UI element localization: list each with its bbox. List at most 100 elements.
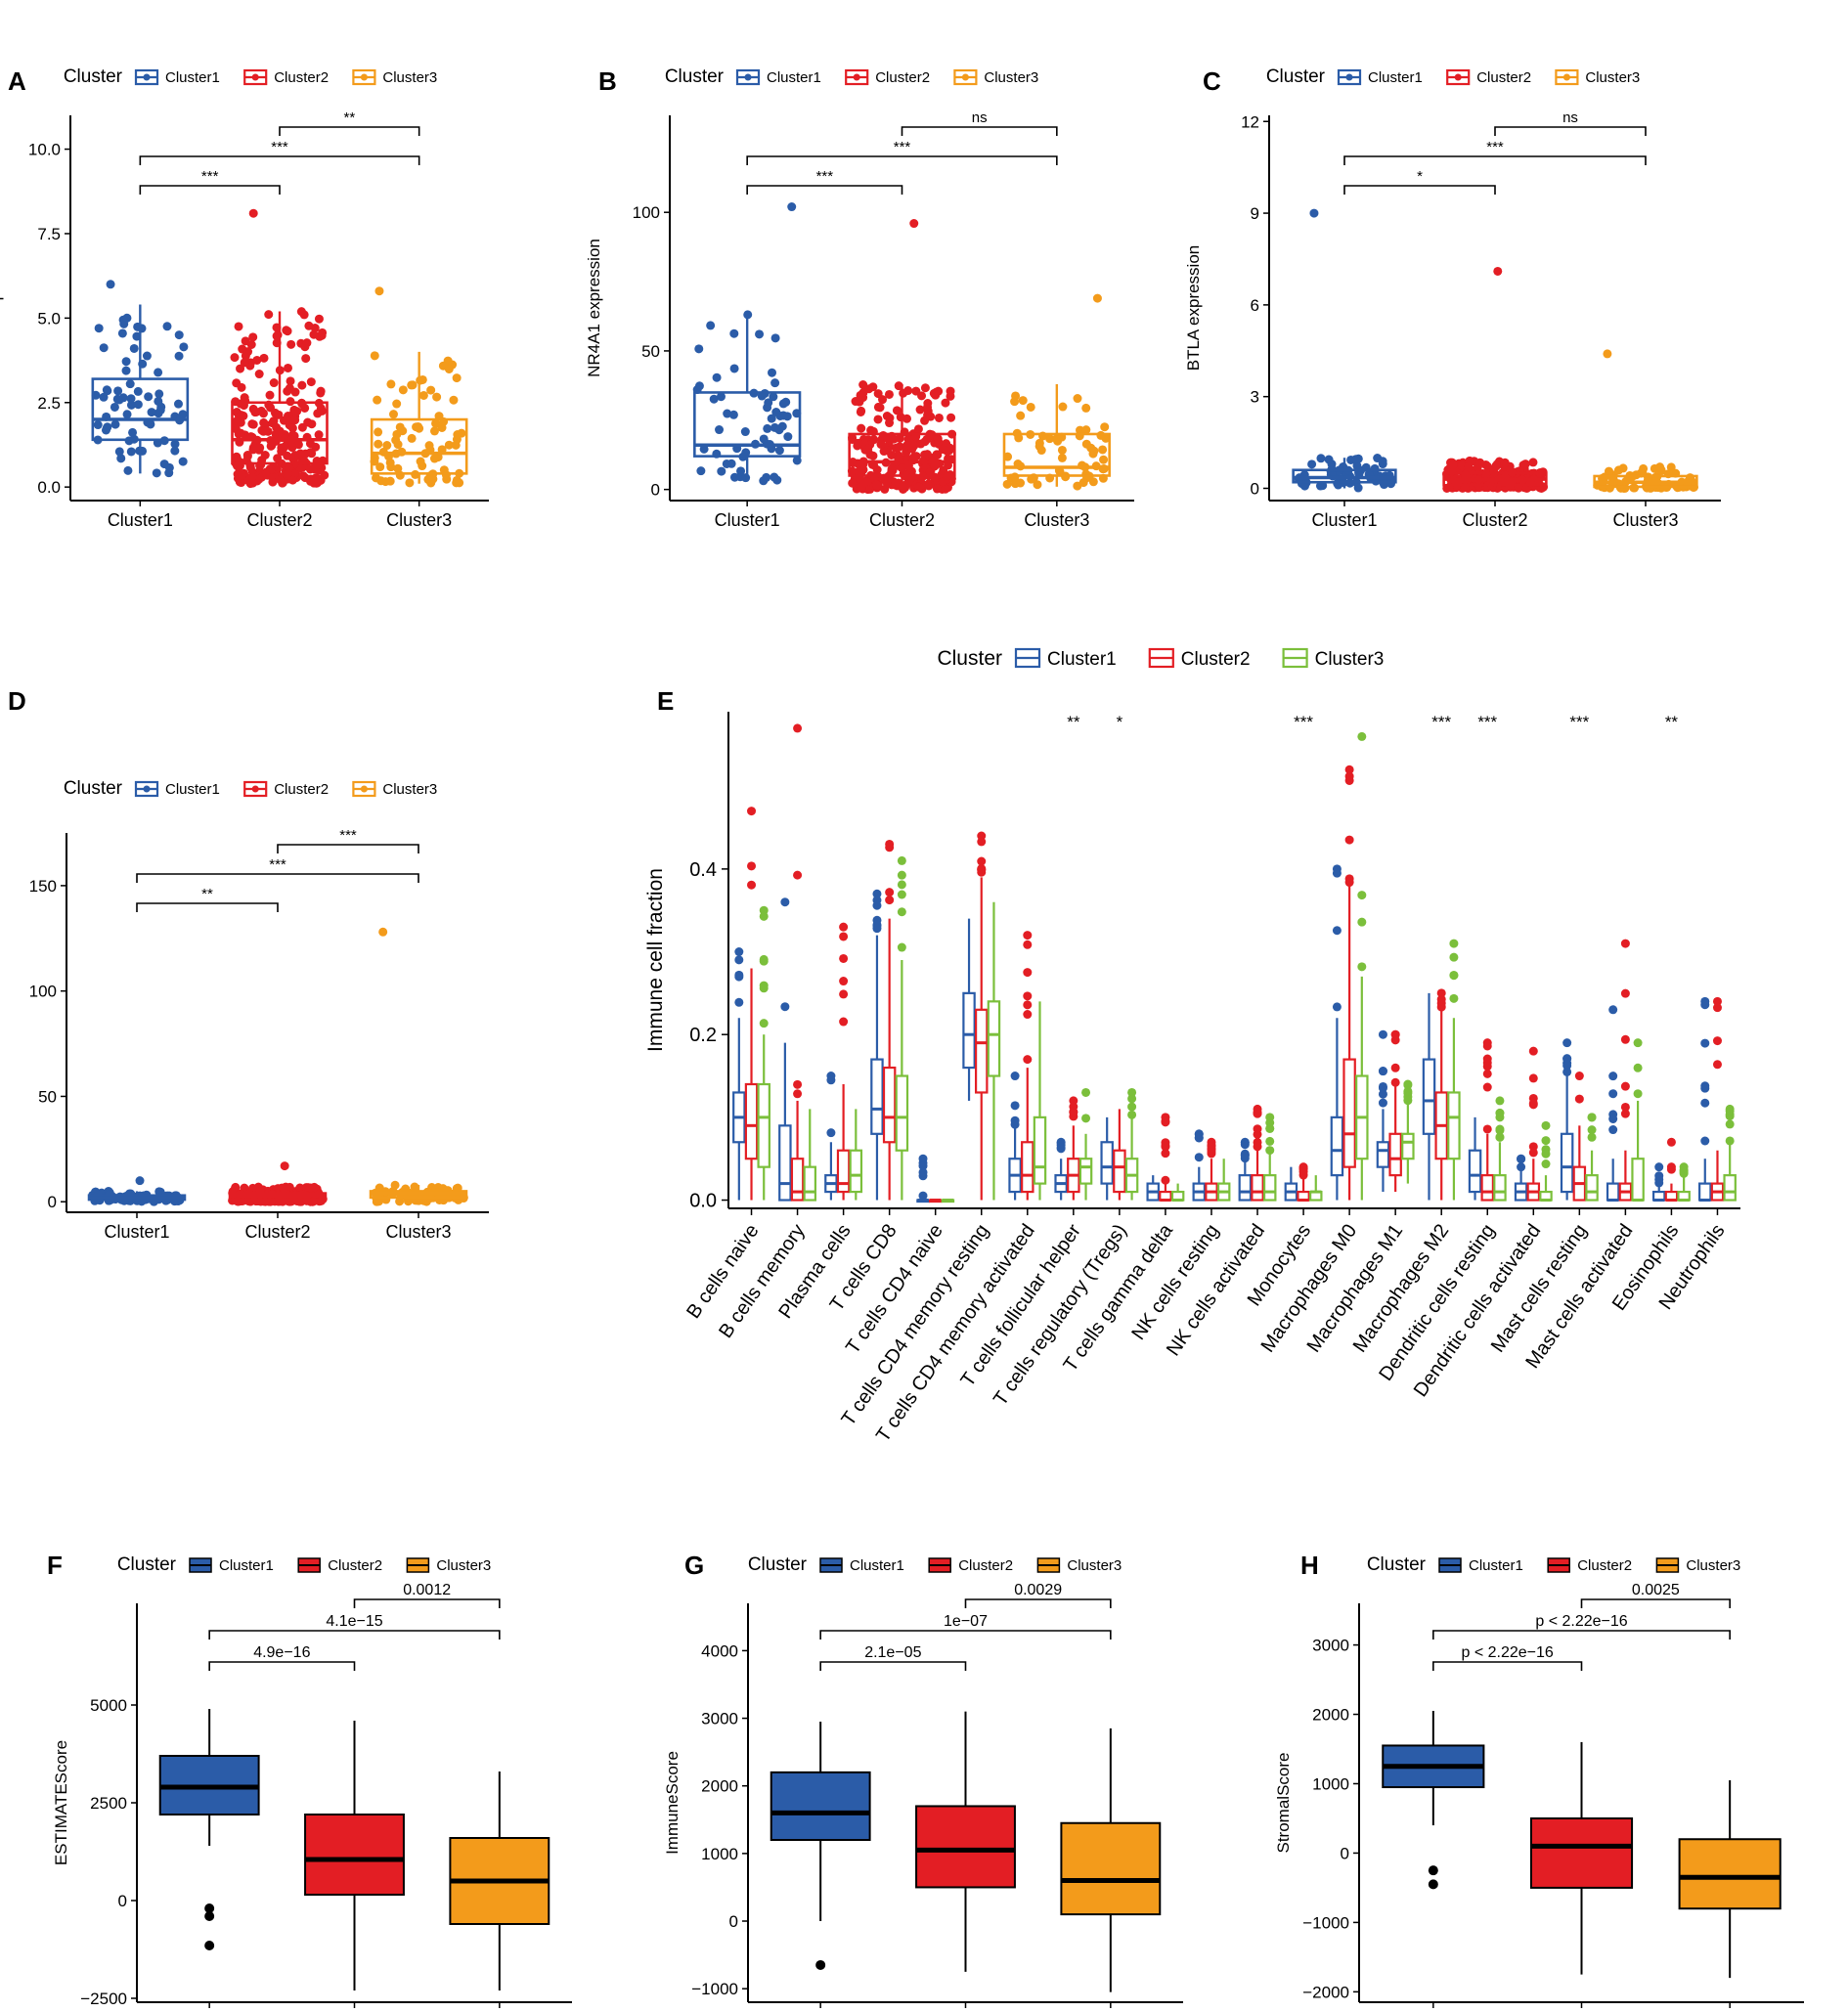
box-body bbox=[744, 1082, 759, 1160]
box-body bbox=[1376, 1141, 1390, 1168]
box-cluster2 bbox=[847, 219, 957, 495]
outlier-point bbox=[1357, 731, 1367, 741]
data-point bbox=[254, 474, 264, 484]
data-point bbox=[280, 1161, 289, 1171]
outlier-point bbox=[1541, 1149, 1551, 1159]
box bbox=[1514, 1154, 1528, 1202]
data-point bbox=[892, 406, 902, 416]
data-point bbox=[923, 402, 933, 412]
box-cluster2 bbox=[1529, 1741, 1634, 1975]
box bbox=[1146, 1175, 1160, 1202]
legend-label: Cluster3 bbox=[1315, 649, 1385, 670]
data-point bbox=[418, 390, 428, 400]
outlier-point bbox=[747, 880, 757, 890]
outlier-point bbox=[1608, 1125, 1618, 1135]
significance-bracket: p < 2.22e−16 bbox=[1432, 1644, 1583, 1671]
data-point bbox=[414, 421, 423, 431]
bracket-line bbox=[746, 185, 903, 195]
data-point bbox=[110, 402, 119, 412]
outlier-point bbox=[1265, 1123, 1275, 1133]
box bbox=[928, 1199, 943, 1203]
bracket-line bbox=[1343, 185, 1496, 195]
data-point bbox=[113, 386, 123, 396]
data-point bbox=[283, 386, 292, 396]
data-point bbox=[265, 390, 275, 400]
significance-label: *** bbox=[1294, 713, 1313, 731]
legend-key-3: Cluster3 bbox=[1036, 1557, 1122, 1574]
box-body bbox=[1401, 1132, 1415, 1160]
data-point bbox=[382, 441, 392, 451]
box-body bbox=[1698, 1182, 1712, 1202]
data-point bbox=[872, 480, 882, 490]
data-point bbox=[154, 389, 164, 399]
y-tick-label: 1000 bbox=[701, 1845, 738, 1863]
data-point bbox=[297, 399, 307, 409]
panel-C: C Cluster Cluster1 Cluster2 Cluster3 0 3 6 9 12 BT… bbox=[1184, 66, 1721, 530]
data-point bbox=[393, 463, 403, 473]
data-point bbox=[116, 454, 126, 463]
legend: Cluster Cluster1 Cluster2 Cluster3 bbox=[64, 778, 437, 799]
series-cluster3 bbox=[757, 731, 1737, 1203]
outlier-point bbox=[1390, 1063, 1400, 1072]
box bbox=[1124, 1087, 1139, 1201]
box-body bbox=[987, 1000, 1001, 1077]
box bbox=[778, 897, 792, 1202]
data-point bbox=[264, 310, 274, 320]
outlier-point bbox=[826, 1128, 836, 1138]
outlier-point bbox=[1725, 1119, 1735, 1129]
box bbox=[790, 723, 805, 1202]
outlier-point bbox=[1344, 835, 1354, 845]
data-point bbox=[439, 465, 449, 475]
box-cluster1 bbox=[91, 280, 190, 478]
data-point bbox=[170, 439, 180, 449]
y-tick-label: 3 bbox=[1251, 388, 1259, 407]
outlier-point bbox=[1608, 1072, 1618, 1081]
outlier-point bbox=[885, 888, 895, 897]
legend-key-1: Cluster1 bbox=[189, 1557, 274, 1574]
box-body bbox=[1078, 1158, 1093, 1185]
data-point bbox=[297, 380, 307, 390]
bracket-label: *** bbox=[816, 168, 834, 185]
data-point bbox=[432, 392, 442, 402]
significance-bracket: 0.0012 bbox=[353, 1582, 501, 1608]
legend-title: Cluster bbox=[937, 647, 1002, 670]
significance-label: ** bbox=[1067, 713, 1080, 731]
outlier-point bbox=[1482, 1069, 1492, 1078]
bracket-label: 0.0012 bbox=[403, 1582, 451, 1598]
significance-bracket: ns bbox=[901, 109, 1058, 136]
data-point bbox=[386, 379, 396, 389]
data-point bbox=[774, 446, 784, 456]
data-point bbox=[133, 386, 143, 396]
data-point bbox=[1057, 445, 1067, 455]
legend-key-1: Cluster1 bbox=[1438, 1557, 1523, 1574]
outlier-point bbox=[1666, 1137, 1676, 1147]
box bbox=[1651, 1162, 1666, 1203]
y-tick-label: 0 bbox=[48, 1193, 57, 1211]
box-body bbox=[778, 1124, 792, 1202]
data-point bbox=[128, 427, 138, 437]
data-point bbox=[1316, 454, 1326, 463]
legend-dot bbox=[961, 73, 969, 81]
data-point bbox=[280, 429, 289, 439]
data-point bbox=[1666, 462, 1676, 472]
data-point bbox=[941, 484, 950, 494]
data-point bbox=[248, 332, 258, 342]
data-point bbox=[449, 395, 459, 405]
data-point bbox=[269, 378, 279, 388]
box bbox=[732, 947, 746, 1201]
outlier-point bbox=[1253, 1107, 1262, 1116]
data-point bbox=[924, 481, 934, 491]
data-point bbox=[429, 454, 439, 463]
outlier-point bbox=[734, 970, 744, 980]
box-cluster1 bbox=[1382, 1710, 1485, 1890]
data-point bbox=[246, 339, 256, 349]
legend-label: Cluster1 bbox=[165, 781, 220, 798]
significance-bracket: ** bbox=[279, 109, 420, 136]
significance-bracket: *** bbox=[136, 856, 419, 883]
y-axis-title: Immune cell fraction bbox=[644, 868, 667, 1052]
panel-letter: A bbox=[8, 66, 26, 96]
box-body bbox=[836, 1149, 851, 1194]
y-tick-label: 3000 bbox=[701, 1710, 738, 1728]
legend-label: Cluster1 bbox=[219, 1557, 274, 1574]
legend-title: Cluster bbox=[64, 66, 123, 87]
